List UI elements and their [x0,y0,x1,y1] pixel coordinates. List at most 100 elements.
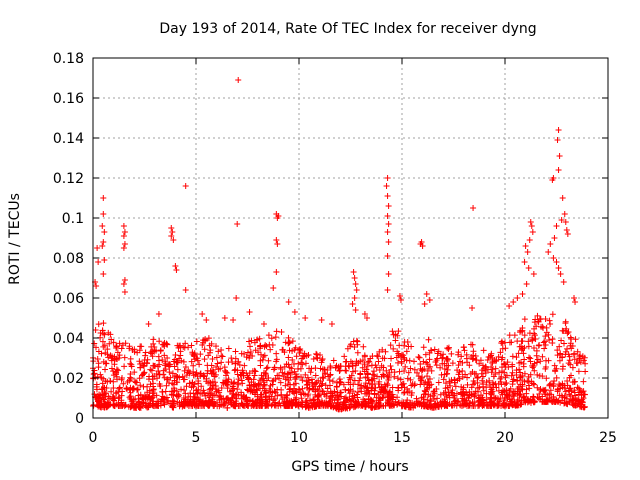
data-point [459,367,466,374]
data-point [128,402,135,409]
data-point [408,392,415,399]
data-point [375,358,382,365]
data-point [460,386,467,393]
data-point [127,389,134,396]
data-point [394,359,401,366]
data-point [416,354,423,361]
data-point [247,349,254,356]
data-point [374,403,381,410]
data-point [223,377,230,384]
data-point [414,369,421,376]
data-point [464,374,471,381]
data-point [193,387,200,394]
data-point [196,361,203,368]
data-point [527,219,534,225]
data-point [145,321,152,327]
data-point [166,379,173,386]
data-point [444,402,451,409]
data-point [394,375,401,382]
data-point [470,205,477,211]
data-point [529,229,536,235]
data-point [395,328,402,335]
data-point [147,349,154,356]
data-point [351,392,358,399]
data-point [441,396,448,403]
data-point [201,337,208,344]
data-point [551,235,558,241]
data-point [564,231,571,237]
data-point [182,396,189,403]
data-point [238,395,245,402]
data-point [326,382,333,389]
data-point [275,402,282,409]
data-point [268,335,275,342]
data-point [463,351,470,358]
data-point [234,386,241,393]
data-point [453,390,460,397]
data-point [285,340,292,347]
data-point [206,349,213,356]
data-point [392,331,399,338]
data-point [95,259,102,265]
data-point [536,342,543,349]
data-point [525,354,532,361]
data-point [580,388,587,395]
data-point [182,287,189,293]
data-point [425,336,432,343]
data-point [349,360,356,367]
data-point [402,363,409,370]
data-point [564,345,571,352]
data-point [376,384,383,391]
data-point [106,340,113,347]
data-point [449,389,456,396]
data-point [333,362,340,369]
data-point [514,295,521,301]
data-point [270,397,277,404]
data-point [342,394,349,401]
data-point [108,365,115,372]
data-point [120,245,127,251]
data-point [139,394,146,401]
data-point [328,403,335,410]
data-point [501,381,508,388]
data-point [527,355,534,362]
data-point [100,358,107,365]
data-point [420,344,427,351]
data-point [425,378,432,385]
data-point [350,381,357,388]
data-point [517,373,524,380]
data-point [218,359,225,366]
data-point [398,382,405,389]
data-point [130,385,137,392]
data-point [566,391,573,398]
data-point [526,330,533,337]
data-point [314,386,321,393]
data-point [361,311,368,317]
data-point [383,183,390,189]
data-point [472,353,479,360]
data-point [352,398,359,405]
data-point [537,358,544,365]
data-point [483,379,490,386]
data-point [312,391,319,398]
data-point [274,241,281,247]
data-point [201,346,208,353]
data-point [391,373,398,380]
data-point [273,237,280,243]
data-point [224,404,231,411]
data-point [231,401,238,408]
data-point [485,353,492,360]
data-point [186,370,193,377]
y-tick-label: 0.1 [62,211,84,227]
data-point [270,366,277,373]
data-point [304,374,311,381]
data-point [506,303,513,309]
data-point [331,397,338,404]
data-point [574,402,581,409]
data-point [266,341,273,348]
data-point [581,391,588,398]
data-point [427,347,434,354]
x-tick-label: 5 [192,430,201,446]
data-point [105,403,112,410]
